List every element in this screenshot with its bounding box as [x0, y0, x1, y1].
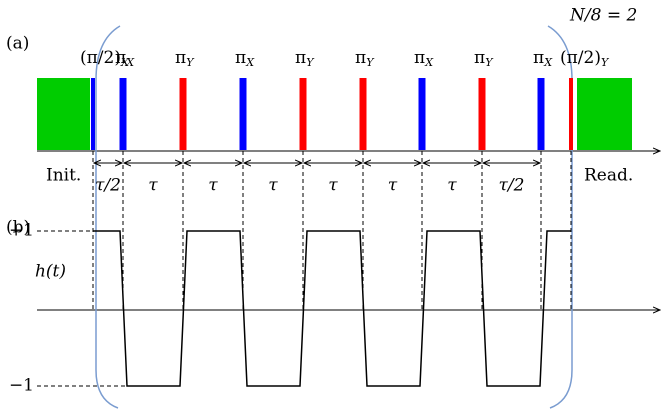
pulse-text: π — [474, 48, 485, 68]
interval-label: τ/2 — [95, 176, 121, 196]
pulse-label: πY — [355, 48, 375, 70]
phase-label: Init. — [46, 166, 81, 186]
interval-label: τ — [328, 176, 338, 196]
interval-label: τ — [388, 176, 398, 196]
pulse-sub: Y — [601, 56, 610, 69]
pulse-label: πY — [474, 48, 494, 70]
minus-label: −1 — [9, 376, 34, 396]
panel-label: (a) — [6, 34, 29, 54]
plus-label: +1 — [9, 221, 34, 241]
pulse-sub: X — [543, 56, 553, 69]
pulse-text: π — [235, 48, 246, 68]
init-block — [37, 78, 90, 150]
pulse-text: π — [355, 48, 366, 68]
pulse-sub: X — [125, 56, 135, 69]
bracket — [95, 25, 121, 409]
pulse — [359, 78, 367, 150]
pulse-label: (π/2)Y — [560, 48, 610, 70]
pulse-text: π — [175, 48, 186, 68]
pulse-label: πY — [295, 48, 315, 70]
pulse-sub: Y — [485, 56, 494, 69]
pulse — [91, 78, 95, 150]
pulse-text: π — [414, 48, 425, 68]
interval-label: τ — [148, 176, 158, 196]
pulse-sub: Y — [186, 56, 195, 69]
pulse-sub: Y — [306, 56, 315, 69]
pulse — [478, 78, 486, 150]
pulse-label: πX — [414, 48, 434, 70]
h-label: h(t) — [35, 262, 66, 282]
pulse — [537, 78, 545, 150]
pulse — [179, 78, 187, 150]
pulse — [299, 78, 307, 150]
interval-label: τ — [208, 176, 218, 196]
interval-label: τ — [447, 176, 457, 196]
pulse-label: πX — [115, 48, 135, 70]
pulse-label: (π/2)X — [80, 48, 130, 70]
panel-label: (b) — [6, 218, 30, 238]
pulse-text: (π/2) — [560, 48, 601, 68]
interval-label: τ — [268, 176, 278, 196]
note: N/8 = 2 — [569, 6, 637, 26]
pulse — [239, 78, 247, 150]
interval-label: τ/2 — [499, 176, 525, 196]
pulse-text: π — [295, 48, 306, 68]
pulse-sub: Y — [366, 56, 375, 69]
pulse-sub: X — [424, 56, 434, 69]
read-block — [577, 78, 632, 150]
pulse-sub: X — [120, 56, 130, 69]
phase-label: Read. — [584, 166, 633, 186]
pulse — [119, 78, 127, 150]
pulse — [418, 78, 426, 150]
pulse-text: (π/2) — [80, 48, 121, 68]
pulse-text: π — [533, 48, 544, 68]
pulse-label: πX — [235, 48, 255, 70]
pulse-label: πY — [175, 48, 195, 70]
bracket — [547, 25, 573, 409]
waveform — [93, 230, 571, 387]
pulse — [569, 78, 573, 150]
pulse-text: π — [115, 48, 126, 68]
pulse-label: πX — [533, 48, 553, 70]
pulse-sub: X — [245, 56, 255, 69]
